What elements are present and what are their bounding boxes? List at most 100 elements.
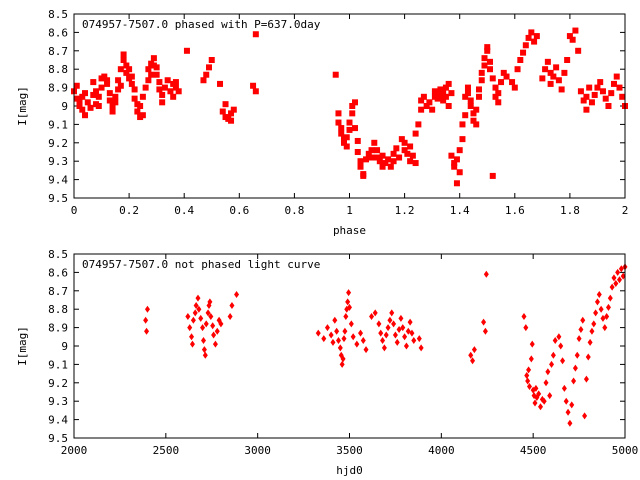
data-point <box>394 338 400 346</box>
data-point <box>468 351 474 359</box>
data-point <box>426 99 433 106</box>
y-tick-label: 9.2 <box>48 377 68 390</box>
data-point <box>348 320 354 328</box>
y-tick-label: 8.9 <box>48 322 68 335</box>
data-point <box>131 86 138 93</box>
data-point <box>442 84 449 91</box>
data-point <box>354 340 360 348</box>
data-point <box>172 84 179 91</box>
data-point <box>148 71 155 78</box>
data-point <box>389 309 395 317</box>
y-tick-label: 9.4 <box>48 174 68 187</box>
data-point <box>543 379 549 387</box>
data-point <box>607 294 613 302</box>
data-point <box>376 158 383 165</box>
data-point <box>605 103 612 109</box>
data-point <box>112 93 119 100</box>
data-point <box>599 88 606 95</box>
x-tick-label: 1.4 <box>450 204 470 217</box>
data-point <box>371 139 378 146</box>
data-point <box>409 329 415 337</box>
axis-ticks: 0 0.2 0.4 0.6 0.8 1 1.2 1.4 1.6 1.8 2 8.5 8.6 8.7 8.8 8… <box>48 8 628 217</box>
data-point <box>358 329 364 337</box>
data-point <box>227 313 233 321</box>
data-point <box>577 88 584 95</box>
data-point <box>120 57 127 63</box>
data-point <box>164 77 171 84</box>
data-point <box>342 327 348 335</box>
x-tick-label: 3500 <box>336 444 363 457</box>
data-point <box>533 33 540 40</box>
y-tick-label: 9 <box>61 100 68 113</box>
data-point <box>586 84 593 91</box>
data-point <box>403 342 409 350</box>
data-point <box>185 313 191 321</box>
data-point <box>470 110 477 117</box>
data-point <box>218 320 224 328</box>
data-point <box>335 119 342 126</box>
x-tick-label: 1.6 <box>505 204 525 217</box>
data-point <box>484 47 491 54</box>
data-points <box>71 27 628 187</box>
data-point <box>354 149 361 155</box>
data-point <box>580 97 587 104</box>
data-point <box>407 158 414 165</box>
data-point <box>338 130 345 137</box>
phased-light-curve-panel: 0 0.2 0.4 0.6 0.8 1 1.2 1.4 1.6 1.8 2 8.5 8.6 8.7 8.8 8… <box>16 8 628 237</box>
data-point <box>374 154 381 161</box>
data-point <box>360 172 367 179</box>
data-point <box>379 163 386 170</box>
x-tick-label: 0 <box>71 204 78 217</box>
data-point <box>378 329 384 337</box>
y-tick-label: 9.3 <box>48 155 68 168</box>
data-point <box>498 79 505 86</box>
data-point <box>481 62 488 69</box>
data-point <box>489 172 496 179</box>
data-point <box>145 77 152 84</box>
data-point <box>550 351 556 359</box>
data-point <box>411 336 417 344</box>
data-point <box>363 156 370 163</box>
data-point <box>200 77 207 84</box>
data-point <box>372 309 378 317</box>
data-point <box>475 93 482 100</box>
data-point <box>524 371 530 379</box>
data-point <box>415 121 422 128</box>
data-point <box>569 36 576 43</box>
data-point <box>572 27 579 34</box>
data-point <box>598 305 604 313</box>
data-point <box>459 121 466 128</box>
data-point <box>610 80 617 87</box>
data-point <box>95 93 102 100</box>
y-tick-label: 8.5 <box>48 248 68 261</box>
y-tick-label: 9.5 <box>48 432 68 445</box>
data-point <box>374 147 381 154</box>
data-point <box>487 66 494 73</box>
data-point <box>532 399 538 407</box>
data-point <box>401 139 408 146</box>
data-point <box>95 103 102 109</box>
data-point <box>473 106 480 113</box>
data-point <box>385 156 392 163</box>
x-tick-label: 0.6 <box>229 204 249 217</box>
plot-frame <box>73 253 626 439</box>
data-point <box>409 152 416 159</box>
data-point <box>611 274 617 282</box>
data-point <box>412 160 419 167</box>
data-point <box>511 84 518 91</box>
data-point <box>82 112 89 119</box>
data-point <box>536 390 542 398</box>
data-point <box>487 58 494 65</box>
data-point <box>445 80 452 87</box>
data-point <box>229 302 235 310</box>
data-point <box>222 101 229 108</box>
data-point <box>332 316 338 324</box>
data-point <box>583 375 589 383</box>
data-point <box>549 360 555 368</box>
data-point <box>437 91 444 98</box>
data-point <box>578 325 584 333</box>
data-point <box>172 79 179 86</box>
data-point <box>104 80 111 87</box>
data-point <box>619 93 626 100</box>
data-point <box>337 344 343 352</box>
